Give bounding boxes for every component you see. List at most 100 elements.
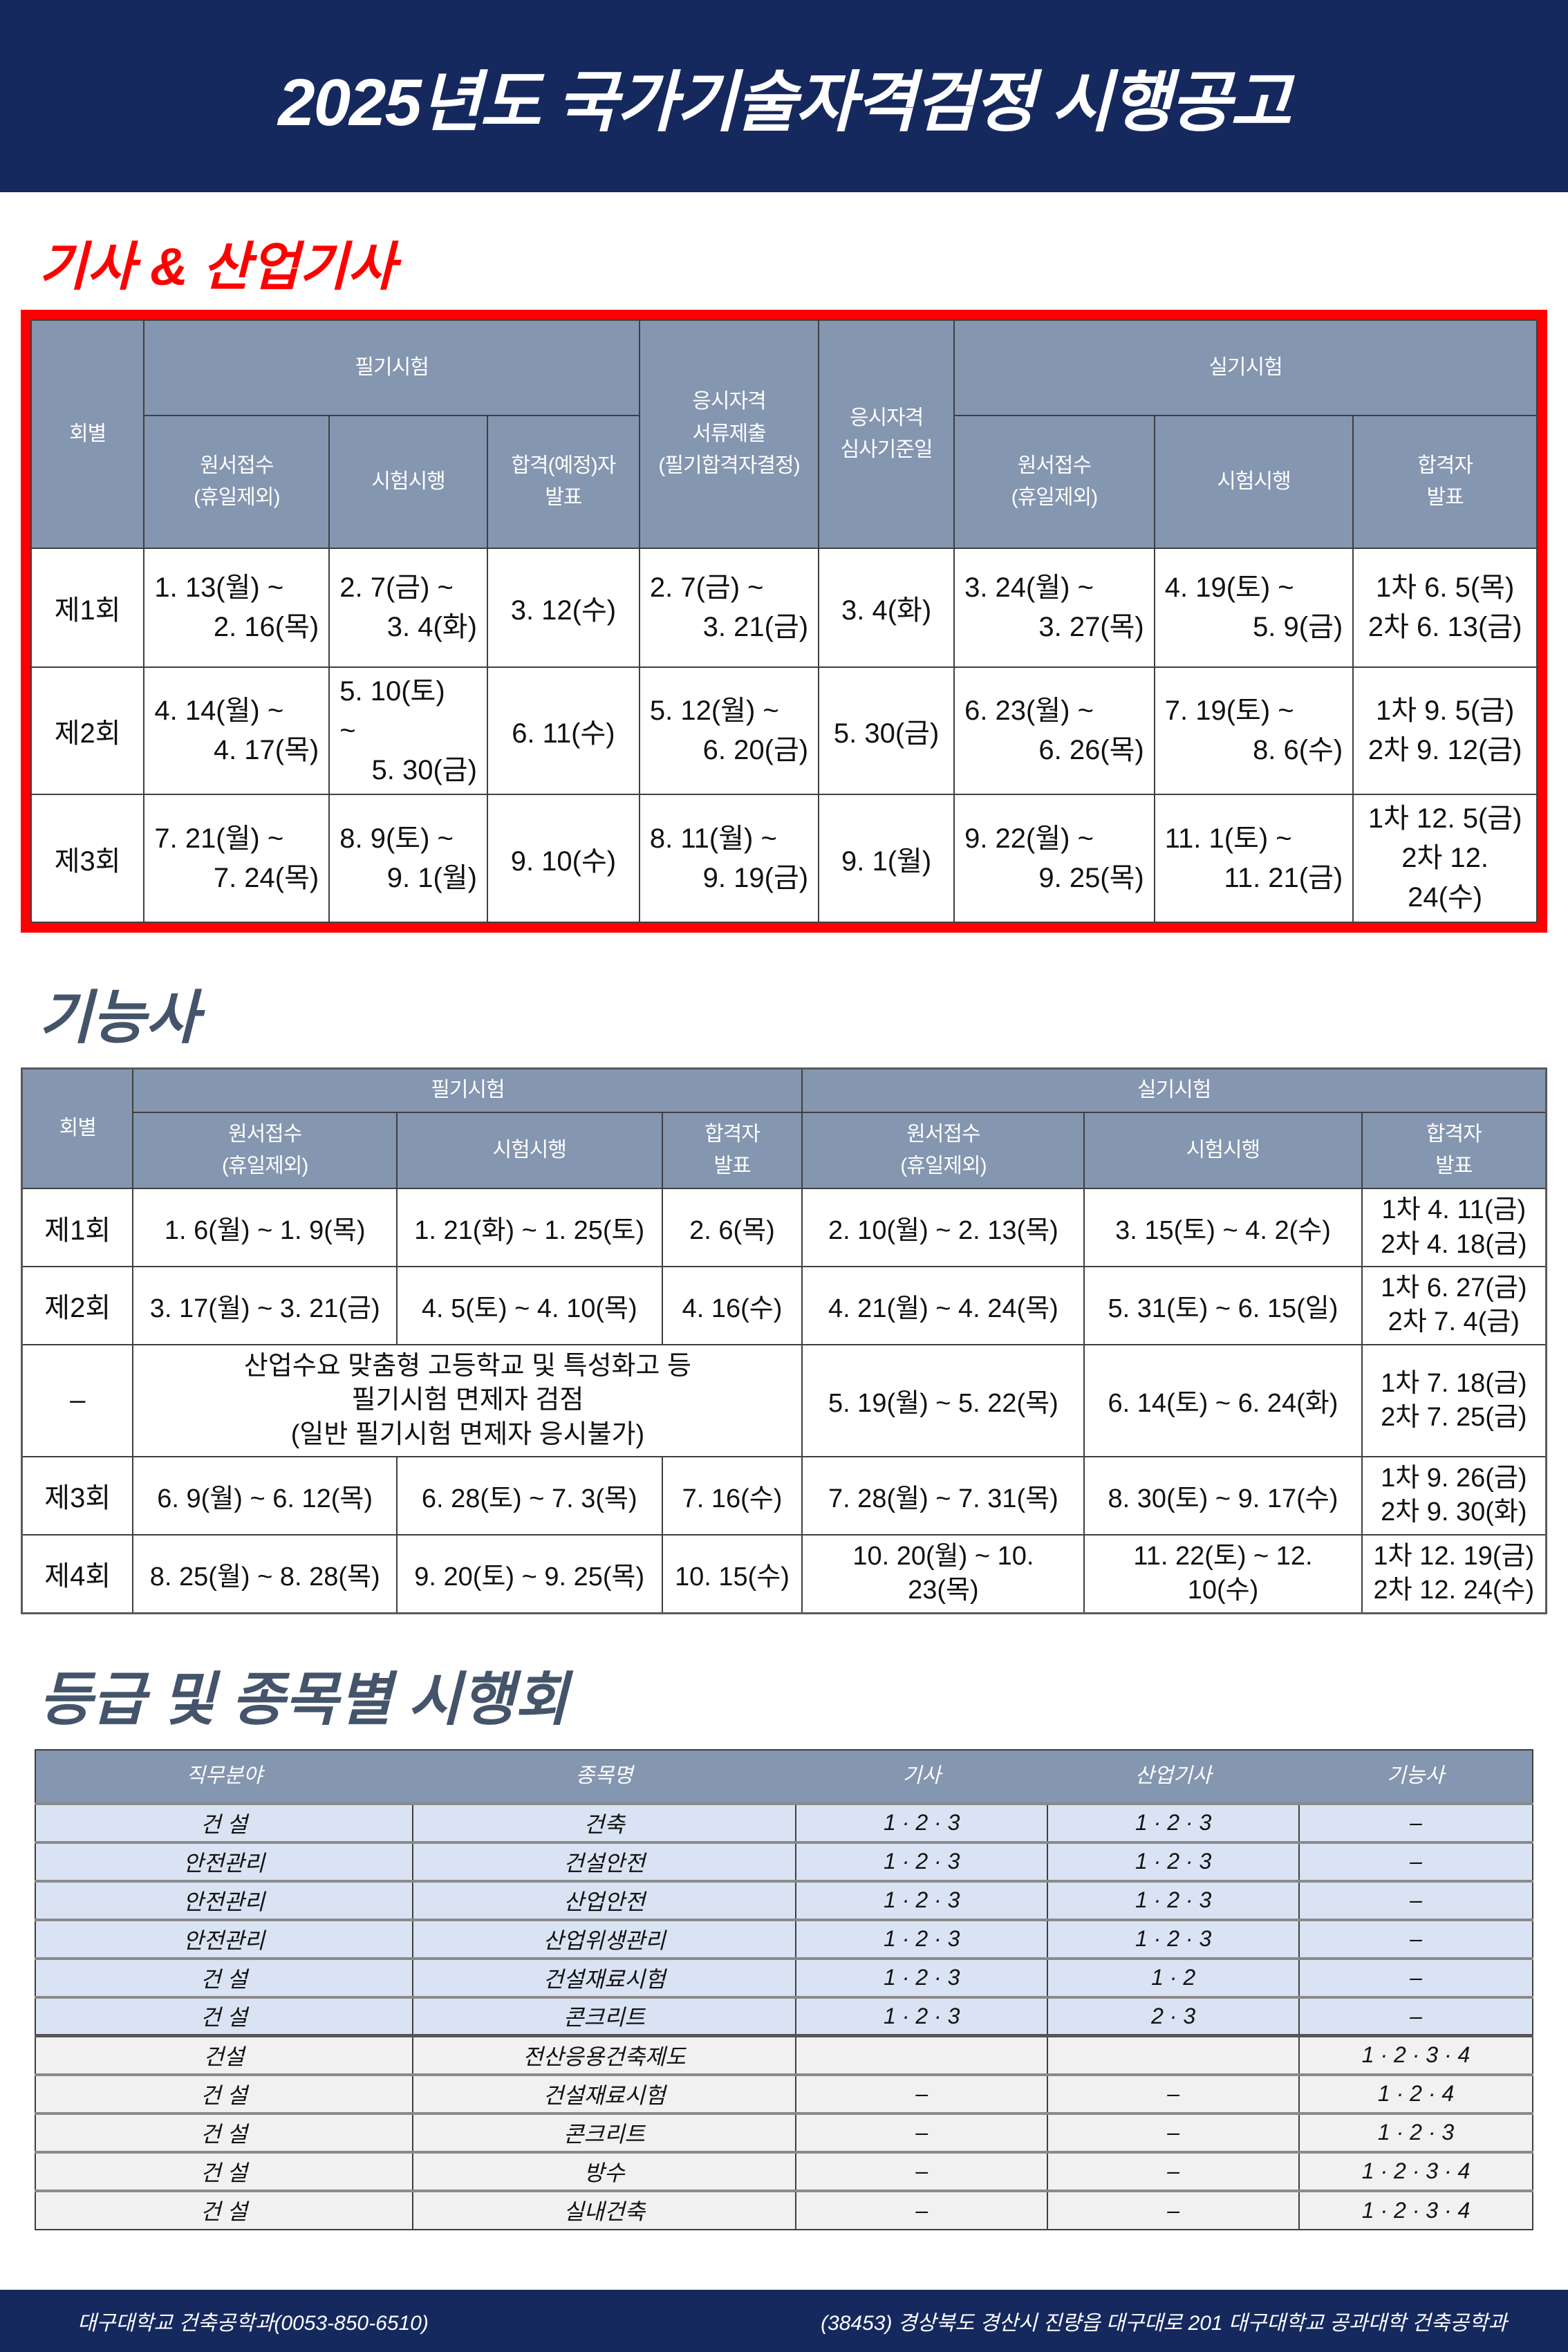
schedule-line: 필기시험 면제자 검점 — [351, 1385, 584, 1415]
grade-cell: 1 · 2 · 3 — [1047, 1880, 1300, 1920]
schedule-cell: 8. 25(월) ~ 8. 28(목) — [132, 1533, 398, 1614]
schedule-cell: 6. 11(수) — [486, 666, 640, 796]
schedule-cell: 6. 9(월) ~ 6. 12(목) — [132, 1456, 398, 1536]
col-header-written-pass: 합격(예정)자 발표 — [486, 415, 640, 549]
grade-cell: 1 · 2 · 3 · 4 — [1298, 2035, 1533, 2075]
schedule-line: 2차 9. 30(화) — [1381, 1497, 1527, 1527]
schedule-line: 5. 9(금) — [1253, 612, 1343, 642]
grade-cell: 2 · 3 — [1047, 1997, 1300, 2036]
schedule-cell: 5. 12(월) ~ 6. 20(금) — [638, 666, 820, 796]
schedule-line: 7. 21(월) ~ — [154, 823, 284, 854]
col-header-practical-pass: 합격자 발표 — [1352, 415, 1538, 549]
schedule-cell: 3. 17(월) ~ 3. 21(금) — [132, 1266, 398, 1345]
col-header-practical-pass: 합격자 발표 — [1361, 1112, 1547, 1190]
schedule-cell: 2. 7(금) ~ 3. 4(화) — [328, 548, 488, 668]
col-header-review-date: 응시자격 심사기준일 — [818, 319, 955, 549]
schedule-line: 산업수요 맞춤형 고등학교 및 특성화고 등 — [243, 1351, 691, 1381]
grade-cell: 전산응용건축제도 — [411, 2035, 797, 2075]
grade-cell: 1 · 2 · 3 — [1047, 1803, 1300, 1842]
deunggeup-table-header: 직무분야 종목명 기사 산업기사 기능사 — [35, 1749, 1533, 1804]
col-header-written-apply: 원서접수 (휴일제외) — [143, 415, 330, 549]
col-group-practical: 실기시험 — [801, 1067, 1547, 1114]
round-label: 제3회 — [21, 1456, 134, 1536]
grade-cell: – — [1047, 2074, 1300, 2113]
grade-cell: – — [795, 2074, 1049, 2113]
schedule-line: (일반 필기시험 면제자 응시불가) — [290, 1419, 645, 1449]
schedule-line: 1차 7. 18(금) — [1381, 1368, 1527, 1398]
schedule-line: 2차 12. 24(수) — [1373, 1576, 1535, 1605]
grade-cell: 건 설 — [35, 2113, 413, 2152]
schedule-cell: 3. 12(수) — [486, 548, 640, 668]
schedule-line: 6. 26(목) — [1038, 735, 1144, 766]
section-heading-gisa: 기사 & 산업기사 — [39, 238, 396, 297]
round-label: 제2회 — [30, 666, 145, 796]
page-title: 2025년도 국가기술자격검정 시행공고 — [278, 65, 1291, 140]
grade-cell: 건설재료시험 — [411, 2074, 797, 2113]
grade-cell: – — [795, 2113, 1049, 2152]
schedule-cell: 4. 21(월) ~ 4. 24(목) — [801, 1266, 1085, 1345]
section-heading-deunggeup: 등급 및 종목별 시행회 — [39, 1666, 568, 1732]
schedule-line: ~ — [339, 715, 356, 746]
schedule-cell: 1차 6. 27(금) 2차 7. 4(금) — [1361, 1266, 1547, 1345]
grade-cell: 건 설 — [35, 2152, 413, 2191]
grade-cell: 산업안전 — [411, 1880, 797, 1920]
col-header-practical-apply: 원서접수 (휴일제외) — [953, 415, 1155, 549]
grade-cell: 1 · 2 · 3 — [1298, 2113, 1533, 2152]
schedule-cell: 7. 16(수) — [661, 1456, 803, 1536]
grade-cell: 1 · 2 · 3 — [795, 1803, 1049, 1842]
schedule-line: 7. 24(목) — [213, 862, 319, 893]
schedule-line: 4. 14(월) ~ — [154, 696, 284, 727]
schedule-line: 1차 6. 27(금) — [1381, 1273, 1527, 1303]
grade-cell: 건설 — [35, 2035, 413, 2075]
schedule-line: 1차 12. 5(금) — [1368, 803, 1522, 834]
table-row: 건설 전산응용건축제도 1 · 2 · 3 · 4 — [35, 2035, 1533, 2075]
gisa-table-frame: 회별 필기시험 응시자격 서류제출 (필기합격자결정) 응시자격 심사기준일 실… — [21, 310, 1547, 933]
footer-bar: 대구대학교 건축공학과(0053-850-6510) (38453) 경상북도 … — [0, 2290, 1568, 2352]
schedule-cell: 5. 10(토) ~5. 30(금) — [328, 666, 488, 796]
schedule-line: 4. 17(목) — [213, 735, 319, 766]
schedule-cell: 1차 6. 5(목) 2차 6. 13(금) — [1352, 548, 1538, 668]
schedule-line: 10(수) — [1187, 1576, 1259, 1605]
round-label: 제4회 — [21, 1533, 134, 1614]
grade-cell: 1 · 2 · 3 · 4 — [1298, 2190, 1533, 2230]
grade-cell: – — [1298, 1842, 1533, 1881]
col-header-job-field: 직무분야 — [35, 1749, 413, 1804]
schedule-cell: 1차 4. 11(금) 2차 4. 18(금) — [1361, 1188, 1547, 1268]
title-banner: 2025년도 국가기술자격검정 시행공고 — [0, 0, 1568, 192]
schedule-cell: 8. 11(월) ~ 9. 19(금) — [638, 794, 820, 923]
schedule-cell: 1. 6(월) ~ 1. 9(목) — [132, 1188, 398, 1268]
table-row: 제2회 3. 17(월) ~ 3. 21(금) 4. 5(토) ~ 4. 10(목)… — [21, 1266, 1547, 1345]
schedule-line: 5. 10(토) — [339, 676, 445, 707]
grade-cell: 1 · 2 · 3 — [1047, 1919, 1300, 1959]
schedule-line: 9. 22(월) ~ — [964, 823, 1094, 854]
grade-cell: 1 · 2 · 3 — [795, 1880, 1049, 1920]
grade-cell: 콘크리트 — [411, 2113, 797, 2152]
schedule-line: 11. 1(토) ~ — [1164, 823, 1292, 854]
footer-department-phone: 대구대학교 건축공학과(0053-850-6510) — [77, 2312, 429, 2335]
schedule-line: 2차 12. 24(수) — [1401, 843, 1488, 913]
schedule-line: 4. 19(토) ~ — [1164, 572, 1294, 604]
schedule-line: 2. 7(금) ~ — [339, 572, 454, 604]
col-group-written: 필기시험 — [143, 319, 640, 416]
grade-cell: – — [1298, 1919, 1533, 1959]
schedule-line: 1차 4. 11(금) — [1381, 1195, 1527, 1225]
round-label: – — [21, 1343, 134, 1458]
schedule-line: 5. 30(금) — [371, 754, 477, 785]
schedule-line: 8. 9(토) ~ — [339, 823, 454, 854]
schedule-line: 8. 11(월) ~ — [649, 823, 777, 854]
schedule-cell: 5. 19(월) ~ 5. 22(목) — [801, 1343, 1085, 1458]
schedule-line: 1. 13(월) ~ — [154, 572, 284, 604]
section-heading-gineungsa: 기능사 — [39, 984, 199, 1050]
schedule-cell: 4. 16(수) — [661, 1266, 803, 1345]
schedule-cell: 7. 19(토) ~ 8. 6(수) — [1153, 666, 1354, 796]
schedule-line: 2차 7. 25(금) — [1381, 1402, 1527, 1432]
schedule-cell: 6. 23(월) ~ 6. 26(목) — [953, 666, 1155, 796]
grade-cell: 건 설 — [35, 1997, 413, 2036]
grade-cell — [795, 2035, 1049, 2075]
table-row: 건 설 방수 – –1 · 2 · 3 · 4 — [35, 2152, 1533, 2191]
